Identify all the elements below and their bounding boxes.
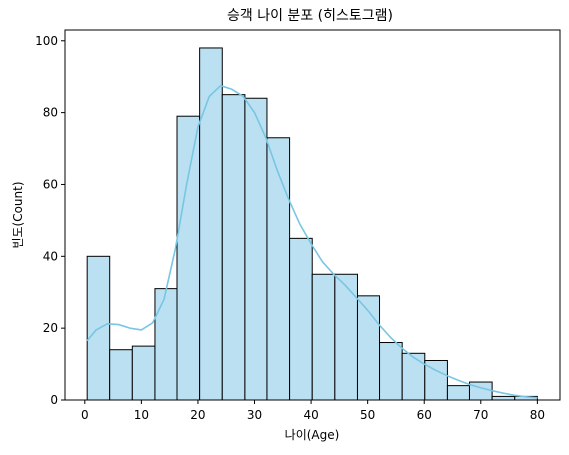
histogram-bar-16	[446, 385, 470, 401]
y-axis-ticks: 0 20 40 60 80 100	[35, 34, 65, 407]
histogram-bar-9	[289, 237, 313, 401]
x-tick-label-80: 80	[530, 408, 545, 422]
histogram-bar-4	[176, 115, 201, 401]
plot-frame	[64, 29, 561, 401]
histogram-bar-6	[221, 94, 246, 401]
histogram-bar-5	[199, 47, 223, 401]
histogram-bar-18	[491, 395, 516, 401]
x-tick-label-0: 0	[81, 408, 89, 422]
y-tick-label-40: 40	[43, 249, 58, 263]
kde-density-line	[86, 84, 538, 399]
x-tick-label-50: 50	[360, 408, 375, 422]
y-tick-label-0: 0	[50, 393, 58, 407]
bars-layer	[86, 47, 538, 401]
kde-layer	[86, 84, 538, 399]
histogram-bar-1	[109, 349, 133, 401]
x-tick-label-70: 70	[473, 408, 488, 422]
y-tick-label-100: 100	[35, 34, 58, 48]
x-tick-label-60: 60	[417, 408, 432, 422]
x-axis-label: 나이(Age)	[285, 428, 340, 442]
x-axis-ticks: 0 10 20 30 40 50 60 70 80	[81, 400, 545, 422]
histogram-bar-3	[154, 288, 178, 401]
histogram-bar-11	[334, 273, 358, 401]
histogram-bar-14	[401, 352, 426, 401]
histogram-bar-10	[311, 273, 336, 401]
x-tick-label-20: 20	[190, 408, 205, 422]
histogram-bar-13	[379, 342, 403, 401]
chart-title: 승객 나이 분포 (히스토그램)	[227, 8, 393, 24]
x-tick-label-10: 10	[134, 408, 149, 422]
y-tick-label-80: 80	[43, 106, 58, 120]
y-tick-label-20: 20	[43, 321, 58, 335]
histogram-bar-2	[131, 345, 156, 401]
histogram-bar-8	[266, 137, 291, 401]
y-axis-label: 빈도(Count)	[11, 181, 25, 248]
histogram-bar-7	[244, 97, 268, 401]
x-tick-label-40: 40	[303, 408, 318, 422]
y-tick-label-60: 60	[43, 177, 58, 191]
x-tick-label-30: 30	[247, 408, 262, 422]
